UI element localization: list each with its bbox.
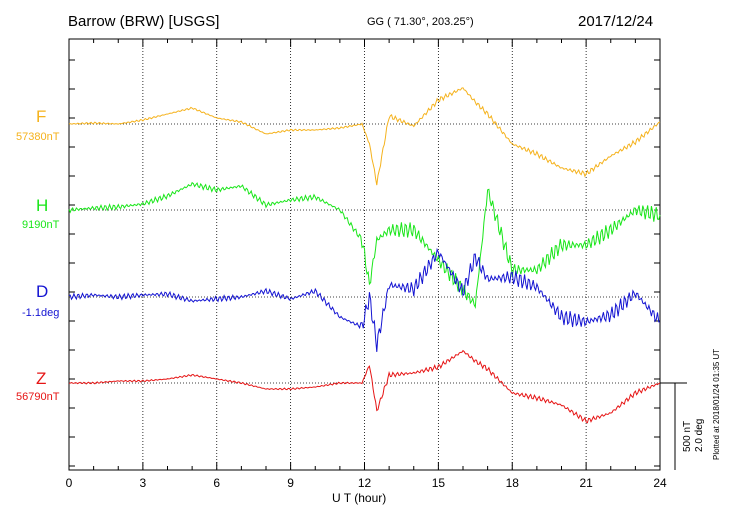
x-tick-label-6: 6 (213, 476, 220, 490)
x-axis-label: U T (hour) (332, 491, 387, 505)
x-tick-label-3: 3 (140, 476, 147, 490)
coordinates-label: GG ( 71.30°, 203.25°) (367, 16, 474, 28)
scale-label-nt: 500 nT (682, 420, 693, 452)
series-line-d (68, 247, 661, 352)
x-tick-label-15: 15 (432, 476, 446, 490)
scale-label-deg: 2.0 deg (694, 418, 705, 452)
date-label: 2017/12/24 (578, 13, 654, 30)
x-tick-label-24: 24 (653, 476, 667, 490)
data-series (68, 87, 661, 424)
plotted-at-credit: Plotted at 2018/01/24 01:35 UT (712, 348, 721, 460)
component-name-h: H (36, 196, 49, 215)
x-tick-label-0: 0 (66, 476, 73, 490)
scale-bar (660, 382, 687, 470)
baseline-z: 56790nT (16, 391, 60, 403)
baseline-d: -1.1deg (22, 307, 60, 319)
series-line-z (68, 349, 661, 424)
baseline-h: 9190nT (22, 219, 60, 231)
component-name-d: D (36, 282, 49, 301)
grid-lines (69, 39, 660, 470)
x-tick-label-12: 12 (358, 476, 372, 490)
station-title: Barrow (BRW) [USGS] (68, 13, 220, 30)
series-line-f (68, 87, 661, 186)
x-tick-label-18: 18 (506, 476, 520, 490)
component-name-f: F (36, 107, 47, 126)
axis-ticks: 0 3 6 9 12 15 18 21 24 (66, 39, 667, 490)
series-line-h (68, 181, 661, 309)
x-tick-label-9: 9 (287, 476, 294, 490)
x-tick-label-21: 21 (579, 476, 593, 490)
component-name-z: Z (36, 369, 47, 388)
baseline-f: 57380nT (16, 131, 60, 143)
